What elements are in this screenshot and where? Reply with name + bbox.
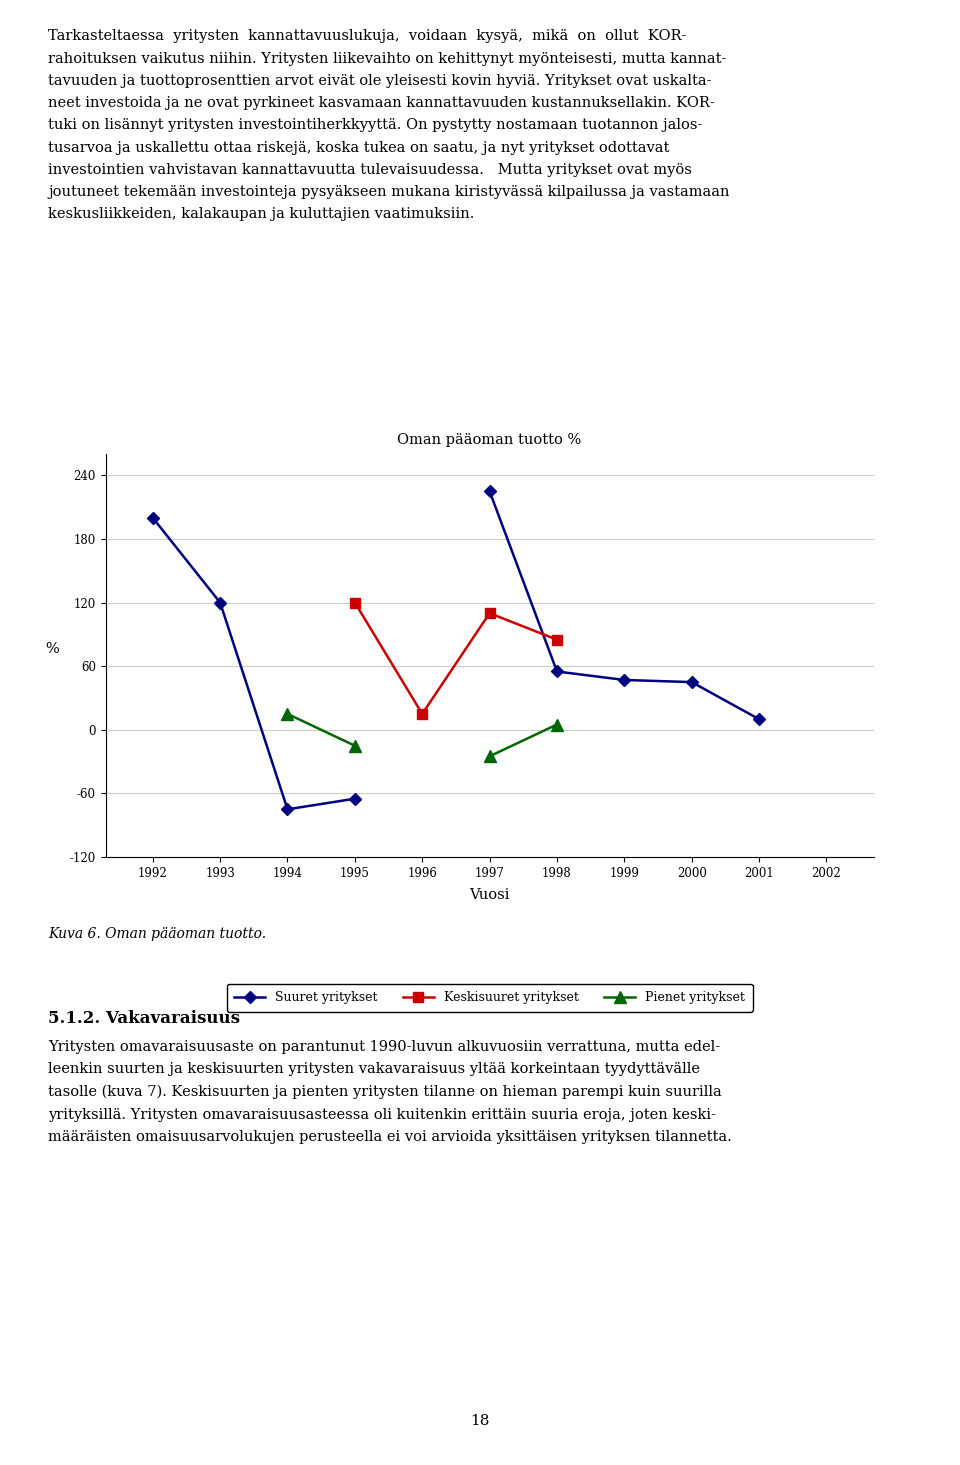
Suuret yritykset [147, 508, 158, 526]
Keskisuuret yritykset [417, 705, 428, 722]
Legend: Suuret yritykset, Keskisuuret yritykset, Pienet yritykset: Suuret yritykset, Keskisuuret yritykset,… [227, 984, 753, 1012]
Suuret yritykset [551, 662, 563, 680]
Suuret yritykset [686, 674, 698, 691]
Line: Pienet yritykset: Pienet yritykset [282, 709, 563, 762]
Keskisuuret yritykset [484, 605, 495, 623]
Suuret yritykset [618, 671, 630, 689]
Text: Tarkasteltaessa  yritysten  kannattavuuslukuja,  voidaan  kysyä,  mikä  on  ollu: Tarkasteltaessa yritysten kannattavuuslu… [48, 29, 730, 221]
Text: Kuva 6. Oman pääoman tuotto.: Kuva 6. Oman pääoman tuotto. [48, 927, 266, 941]
Line: Keskisuuret yritykset: Keskisuuret yritykset [350, 598, 562, 719]
Keskisuuret yritykset [551, 631, 563, 649]
Pienet yritykset [484, 747, 495, 765]
Suuret yritykset [754, 711, 765, 728]
Suuret yritykset [484, 482, 495, 500]
Suuret yritykset [214, 593, 226, 611]
Suuret yritykset [281, 800, 293, 817]
Pienet yritykset [281, 705, 293, 722]
Text: Yritysten omavaraisuusaste on parantunut 1990-luvun alkuvuosiin verrattuna, mutt: Yritysten omavaraisuusaste on parantunut… [48, 1040, 732, 1144]
Text: 18: 18 [470, 1414, 490, 1428]
Keskisuuret yritykset [349, 593, 361, 611]
X-axis label: Vuosi: Vuosi [469, 888, 510, 902]
Line: Suuret yritykset: Suuret yritykset [149, 486, 763, 813]
Title: Oman pääoman tuotto %: Oman pääoman tuotto % [397, 434, 582, 447]
Pienet yritykset [349, 737, 361, 754]
Text: 5.1.2. Vakavaraisuus: 5.1.2. Vakavaraisuus [48, 1009, 240, 1027]
Pienet yritykset [551, 716, 563, 734]
Y-axis label: %: % [45, 642, 59, 656]
Suuret yritykset [349, 790, 361, 807]
